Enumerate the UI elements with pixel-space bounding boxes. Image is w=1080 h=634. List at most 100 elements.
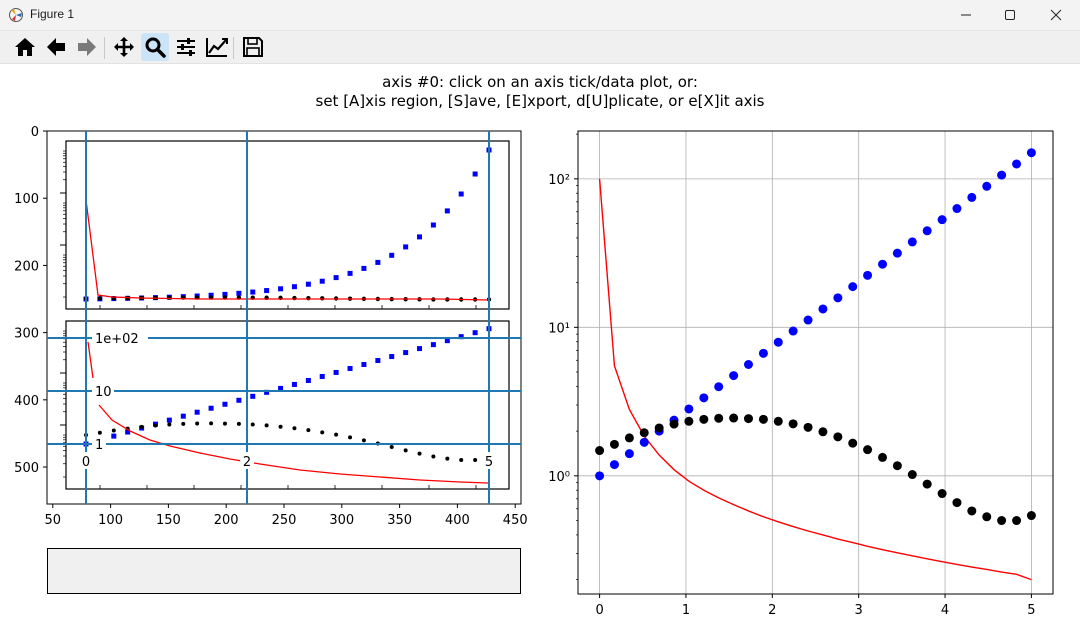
x-tick-label: 450 bbox=[503, 513, 528, 528]
bottom-blue-marker bbox=[403, 350, 409, 356]
blue-point bbox=[743, 359, 753, 369]
x-tick-label: 300 bbox=[329, 513, 354, 528]
blue-point bbox=[937, 215, 947, 225]
bottom-blue-marker bbox=[264, 389, 270, 395]
guide-lines bbox=[47, 131, 521, 504]
black-point bbox=[743, 414, 753, 424]
top-blue-marker bbox=[458, 191, 464, 197]
minimize-button[interactable] bbox=[943, 0, 989, 30]
bottom-black-marker bbox=[417, 451, 422, 456]
bottom-black-marker bbox=[334, 432, 339, 437]
y-tick-label: 300 bbox=[14, 327, 39, 342]
blue-point bbox=[967, 192, 977, 202]
toolbar-separator bbox=[233, 37, 234, 59]
bottom-blue-marker bbox=[278, 385, 284, 391]
home-button[interactable] bbox=[11, 33, 39, 61]
pan-button[interactable] bbox=[110, 33, 138, 61]
top-blue-marker bbox=[375, 259, 381, 265]
blue-point bbox=[788, 326, 798, 336]
blue-point bbox=[803, 315, 813, 325]
edit-axis-button[interactable] bbox=[203, 33, 231, 61]
blue-point bbox=[952, 204, 962, 214]
x-tick-label: 4 bbox=[941, 603, 949, 618]
bottom-blue-marker bbox=[180, 413, 186, 419]
bottom-blue-marker bbox=[444, 338, 450, 344]
bottom-black-marker bbox=[236, 421, 241, 426]
guide-labels: 0 2 5 1e+02 10 1 bbox=[80, 330, 496, 470]
close-button[interactable] bbox=[1033, 0, 1079, 30]
guide-label-y1: 1 bbox=[95, 438, 103, 453]
black-point bbox=[773, 416, 783, 426]
black-point bbox=[758, 414, 768, 424]
y-tick-label: 500 bbox=[14, 461, 39, 476]
home-icon bbox=[15, 38, 35, 56]
bottom-blue-marker bbox=[458, 334, 464, 340]
top-blue-marker bbox=[430, 222, 436, 228]
bottom-black-marker bbox=[111, 428, 116, 433]
blue-point bbox=[639, 437, 649, 447]
back-button[interactable] bbox=[42, 33, 70, 61]
configure-subplots-button[interactable] bbox=[172, 33, 200, 61]
top-black-marker bbox=[306, 295, 311, 301]
maximize-button[interactable] bbox=[987, 0, 1033, 30]
right-series bbox=[595, 148, 1036, 581]
line-chart-icon bbox=[206, 38, 228, 57]
blue-point bbox=[624, 449, 634, 459]
top-blue-marker bbox=[444, 208, 450, 214]
black-point bbox=[684, 416, 694, 426]
blue-point bbox=[729, 371, 739, 381]
sliders-icon bbox=[177, 38, 195, 56]
right-grid bbox=[578, 131, 1053, 594]
blue-point bbox=[758, 348, 768, 358]
digitizer-image-axes[interactable]: 0 2 5 1e+02 10 1 50 100 150 200 250 300 350 400… bbox=[14, 125, 527, 528]
top-black-marker bbox=[320, 296, 325, 301]
top-blue-marker bbox=[264, 288, 270, 294]
bottom-black-marker bbox=[209, 421, 214, 426]
x-tick-label: 200 bbox=[214, 513, 239, 528]
window-title: Figure 1 bbox=[30, 7, 75, 21]
zoom-button[interactable] bbox=[141, 33, 169, 61]
black-point bbox=[803, 422, 813, 432]
blue-point bbox=[848, 282, 858, 292]
bottom-black-marker bbox=[361, 438, 366, 443]
instruction-line-2: set [A]xis region, [S]ave, [E]xport, d[U… bbox=[316, 92, 765, 110]
floppy-disk-icon bbox=[243, 37, 263, 57]
right-x-axis: 0 1 2 3 4 5 bbox=[595, 594, 1036, 618]
save-button[interactable] bbox=[239, 33, 267, 61]
black-point bbox=[1026, 511, 1036, 521]
blue-point bbox=[773, 337, 783, 347]
black-point bbox=[878, 452, 888, 462]
bottom-blue-marker bbox=[125, 429, 131, 435]
blue-point bbox=[595, 471, 605, 481]
blue-point bbox=[1012, 159, 1022, 169]
move-arrows-icon bbox=[114, 37, 134, 57]
blue-point bbox=[699, 393, 709, 403]
bottom-black-marker bbox=[250, 422, 255, 427]
forward-button[interactable] bbox=[73, 33, 101, 61]
text-input-box[interactable] bbox=[47, 548, 521, 594]
bottom-black-marker bbox=[278, 424, 283, 429]
top-blue-marker bbox=[236, 290, 242, 296]
bottom-black-marker bbox=[431, 454, 436, 459]
bottom-blue-marker bbox=[472, 330, 478, 336]
arrow-left-icon bbox=[47, 38, 65, 56]
bottom-blue-marker bbox=[222, 401, 228, 407]
matplotlib-app-icon bbox=[9, 8, 23, 22]
x-tick-label: 150 bbox=[156, 513, 181, 528]
blue-point bbox=[833, 293, 843, 303]
black-point bbox=[639, 428, 649, 438]
bottom-red-line bbox=[87, 341, 94, 379]
y-tick-label: 10⁰ bbox=[548, 470, 570, 485]
minimize-icon bbox=[961, 14, 971, 16]
black-point bbox=[967, 506, 977, 516]
top-blue-marker bbox=[333, 275, 339, 281]
bottom-black-marker bbox=[348, 435, 353, 440]
blue-point bbox=[714, 382, 724, 392]
bottom-blue-marker bbox=[166, 417, 172, 423]
figure-canvas[interactable]: axis #0: click on an axis tick/data plot… bbox=[0, 64, 1080, 634]
recovered-data-axes[interactable]: 0 1 2 3 4 5 10⁰ 10¹ 10² bbox=[548, 130, 1054, 618]
y-tick-label: 0 bbox=[31, 125, 39, 140]
top-blue-marker bbox=[403, 244, 409, 250]
bottom-blue-marker bbox=[319, 373, 325, 379]
x-tick-label: 1 bbox=[682, 603, 690, 618]
